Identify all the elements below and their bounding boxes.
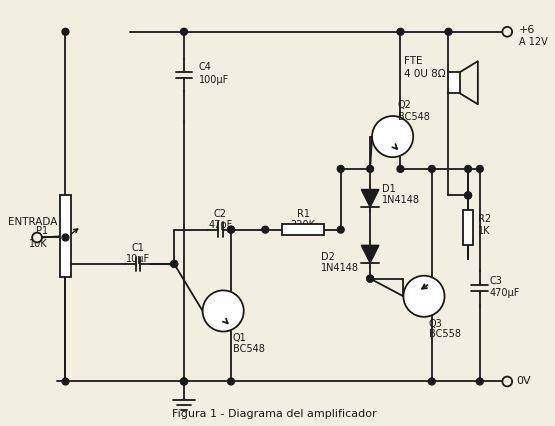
Text: 10K: 10K	[29, 239, 48, 249]
Circle shape	[502, 27, 512, 37]
Text: D2: D2	[321, 252, 335, 262]
Text: Q2: Q2	[397, 100, 411, 110]
Circle shape	[62, 234, 69, 241]
FancyBboxPatch shape	[59, 196, 72, 276]
Circle shape	[367, 275, 374, 282]
Circle shape	[171, 261, 178, 268]
Circle shape	[397, 29, 404, 35]
Circle shape	[180, 29, 188, 35]
Text: Q1: Q1	[233, 334, 247, 343]
Text: 10µF: 10µF	[126, 254, 150, 264]
Circle shape	[428, 165, 435, 173]
FancyBboxPatch shape	[282, 224, 324, 235]
Circle shape	[476, 165, 483, 173]
Text: 4 0U 8Ω: 4 0U 8Ω	[405, 69, 446, 79]
Polygon shape	[361, 190, 379, 207]
Circle shape	[428, 378, 435, 385]
Text: C2: C2	[214, 209, 227, 219]
Circle shape	[465, 192, 472, 199]
Circle shape	[262, 226, 269, 233]
Text: 220K: 220K	[290, 220, 315, 230]
Text: BC548: BC548	[397, 112, 430, 122]
Circle shape	[372, 116, 413, 157]
Text: 47pF: 47pF	[208, 220, 233, 230]
Text: 1K: 1K	[478, 226, 491, 236]
Circle shape	[367, 275, 374, 282]
Text: BC548: BC548	[233, 344, 265, 354]
Text: +6: +6	[519, 25, 536, 35]
Circle shape	[337, 226, 344, 233]
Bar	[448, 72, 460, 93]
Polygon shape	[361, 245, 379, 263]
FancyBboxPatch shape	[463, 210, 473, 245]
Circle shape	[228, 226, 234, 233]
Text: 470µF: 470µF	[490, 288, 520, 298]
Circle shape	[403, 276, 445, 317]
Circle shape	[62, 29, 69, 35]
Text: BC558: BC558	[429, 329, 461, 340]
Text: A 12V: A 12V	[519, 37, 548, 46]
Text: 1N4148: 1N4148	[382, 195, 420, 205]
Circle shape	[465, 192, 472, 199]
Circle shape	[180, 378, 188, 385]
Text: Q3: Q3	[429, 319, 443, 329]
Text: Figura 1 - Diagrama del amplificador: Figura 1 - Diagrama del amplificador	[172, 409, 377, 419]
Circle shape	[228, 226, 234, 233]
Circle shape	[32, 233, 42, 242]
Circle shape	[397, 165, 404, 173]
Circle shape	[465, 165, 472, 173]
Text: R2: R2	[478, 214, 491, 225]
Text: D1: D1	[382, 184, 396, 193]
Circle shape	[171, 261, 178, 268]
Circle shape	[445, 29, 452, 35]
Text: C1: C1	[132, 243, 144, 253]
Circle shape	[476, 378, 483, 385]
Circle shape	[337, 165, 344, 173]
Text: R1: R1	[296, 209, 310, 219]
Circle shape	[502, 377, 512, 386]
Text: C3: C3	[490, 276, 502, 285]
Circle shape	[62, 378, 69, 385]
Text: P1: P1	[36, 226, 48, 236]
Text: C4: C4	[199, 62, 211, 72]
Circle shape	[367, 165, 374, 173]
Circle shape	[203, 291, 244, 331]
Text: 100µF: 100µF	[199, 75, 229, 85]
Circle shape	[228, 378, 234, 385]
Circle shape	[180, 378, 188, 385]
Text: ENTRADA: ENTRADA	[8, 217, 57, 227]
Text: FTE: FTE	[405, 56, 423, 66]
Text: 0V: 0V	[516, 377, 531, 386]
Text: 1N4148: 1N4148	[321, 263, 359, 273]
